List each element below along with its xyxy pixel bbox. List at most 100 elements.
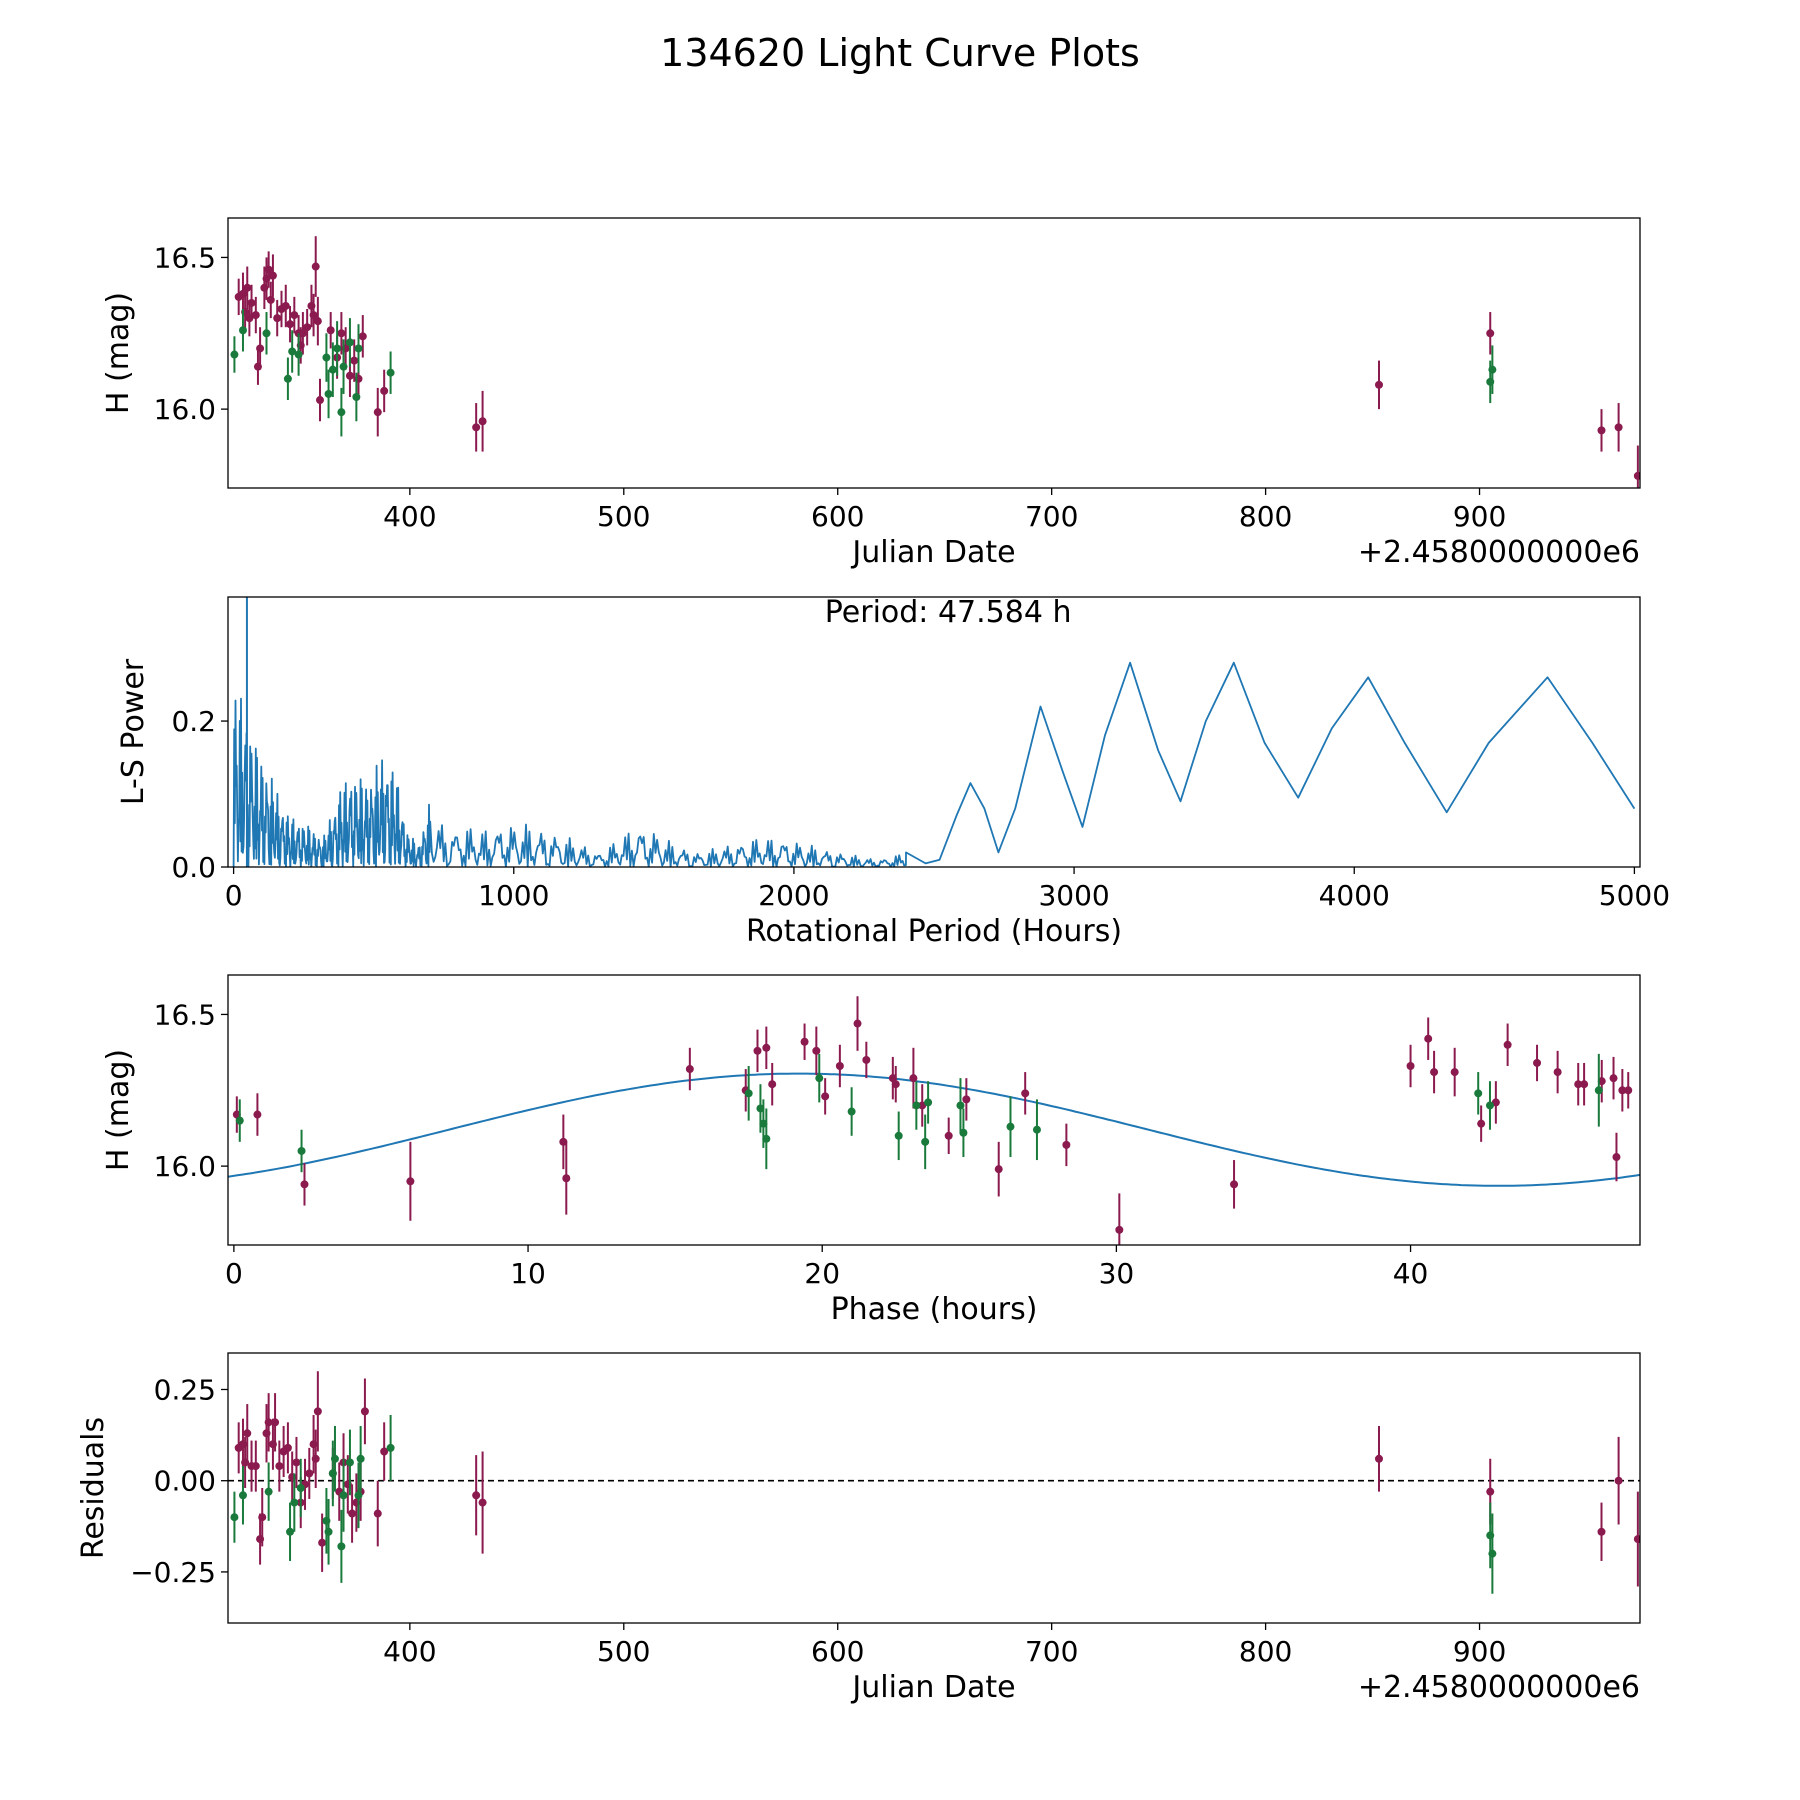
panel-light-curve: 400 500 600 700 800 900 16.0 16.5 Julian Date H (… [101, 217, 1641, 570]
x-tick-label: 10 [510, 1257, 546, 1290]
data-point [339, 1491, 348, 1500]
figure-title: 134620 Light Curve Plots [660, 31, 1140, 75]
data-point [264, 1418, 273, 1427]
data-point [337, 1542, 346, 1551]
data-point [1488, 1549, 1497, 1558]
x-tick-label: 800 [1239, 1635, 1292, 1668]
x-tick-label: 800 [1239, 500, 1292, 533]
data-point [238, 1491, 247, 1500]
x-tick-label: 4000 [1319, 879, 1390, 912]
data-point [330, 1454, 339, 1463]
data-point [1485, 1101, 1494, 1110]
data-point [762, 1043, 771, 1052]
x-tick-label: 700 [1025, 500, 1078, 533]
data-point [1230, 1180, 1239, 1189]
data-point [337, 408, 346, 417]
data-point [326, 326, 335, 335]
data-point [994, 1165, 1003, 1174]
data-point [352, 392, 361, 401]
data-point [243, 283, 252, 292]
data-point [1021, 1089, 1030, 1098]
data-point [800, 1037, 809, 1046]
plot-area [232, 597, 1636, 867]
data-point [235, 1116, 244, 1125]
data-point [894, 1131, 903, 1140]
data-point [324, 389, 333, 398]
axes-frame [227, 596, 1641, 868]
data-point [1503, 1040, 1512, 1049]
y-tick-label: −0.25 [130, 1556, 216, 1589]
data-point [243, 1429, 252, 1438]
x-tick-label: 5000 [1599, 879, 1670, 912]
data-point [744, 1089, 753, 1098]
data-point [358, 332, 367, 341]
data-point [472, 423, 481, 432]
data-point [292, 1458, 301, 1467]
x-tick-label: 30 [1099, 1257, 1135, 1290]
y-axis-label: Residuals [76, 1417, 111, 1559]
x-tick-label: 900 [1453, 500, 1506, 533]
x-tick-label: 20 [804, 1257, 840, 1290]
x-tick-label: 3000 [1038, 879, 1109, 912]
x-tick-label: 600 [811, 1635, 864, 1668]
data-point [821, 1092, 830, 1101]
y-tick-label: 0.2 [171, 705, 216, 738]
x-tick-label: 600 [811, 500, 864, 533]
data-point [297, 1146, 306, 1155]
data-point [298, 329, 307, 338]
data-point [1580, 1080, 1589, 1089]
data-point [386, 1443, 395, 1452]
data-point [478, 1498, 487, 1507]
data-point [1614, 1476, 1623, 1485]
plot-area [228, 1371, 1640, 1594]
data-point [286, 1527, 295, 1536]
periodogram-line [232, 661, 1636, 867]
data-point [264, 1487, 273, 1496]
data-point [354, 344, 363, 353]
data-point [290, 1498, 299, 1507]
data-point [311, 1454, 320, 1463]
x-tick-label: 400 [383, 500, 436, 533]
data-point [768, 1080, 777, 1089]
data-point [1618, 1086, 1627, 1095]
panel-phased-curve: 0 10 20 30 40 16.0 16.5 Phase (hours) H (mag) [101, 974, 1641, 1327]
data-point [290, 311, 299, 320]
series-filter-2 [230, 1415, 1497, 1594]
x-tick-label: 1000 [478, 879, 549, 912]
data-point [1374, 1454, 1383, 1463]
data-point [303, 323, 312, 332]
data-point [313, 1407, 322, 1416]
data-point [956, 1101, 965, 1110]
data-point [230, 350, 239, 359]
data-point [354, 1491, 363, 1500]
x-tick-label: 2000 [758, 879, 829, 912]
data-point [753, 1046, 762, 1055]
x-tick-label: 500 [597, 500, 650, 533]
data-point [962, 1095, 971, 1104]
data-point [258, 1513, 267, 1522]
data-point [1486, 1487, 1495, 1496]
x-tick-label: 40 [1393, 1257, 1429, 1290]
data-point [1594, 1086, 1603, 1095]
data-point [685, 1065, 694, 1074]
x-tick-label: 500 [597, 1635, 650, 1668]
data-point [251, 1462, 260, 1471]
data-point [959, 1128, 968, 1137]
data-point [1612, 1153, 1621, 1162]
data-point [247, 298, 256, 307]
data-point [251, 311, 260, 320]
data-point [1624, 1086, 1633, 1095]
data-point [322, 353, 331, 362]
data-point [350, 356, 359, 365]
data-point [1474, 1089, 1483, 1098]
data-point [909, 1074, 918, 1083]
data-point [562, 1174, 571, 1183]
series-filter-1 [232, 996, 1633, 1245]
data-point [912, 1101, 921, 1110]
x-tick-label: 400 [383, 1635, 436, 1668]
x-offset-label: +2.4580000000e6 [1358, 1670, 1640, 1705]
data-point [1553, 1068, 1562, 1077]
y-tick-label: 0.00 [154, 1465, 216, 1498]
data-point [294, 350, 303, 359]
